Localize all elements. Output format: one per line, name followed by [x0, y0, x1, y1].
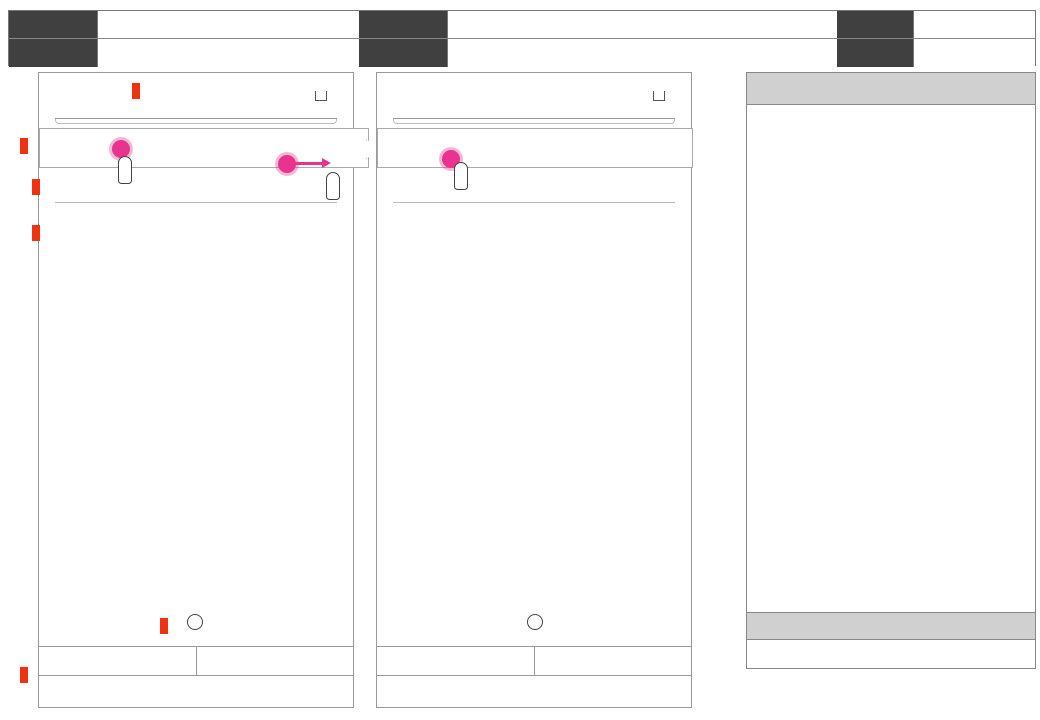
screen-value — [447, 11, 837, 39]
description-title — [747, 73, 1035, 105]
version-label — [9, 39, 97, 67]
path-value — [447, 39, 837, 67]
sort-row — [393, 177, 675, 203]
description-panel — [746, 72, 1036, 669]
swipe-line — [292, 162, 324, 165]
hand-pointer-icon — [454, 162, 468, 190]
brand-list-button[interactable] — [197, 647, 354, 675]
sort-row — [55, 177, 337, 203]
hand-pointer-icon — [118, 156, 132, 184]
swipe-arrow-icon — [322, 158, 331, 168]
tap-indicator — [112, 140, 130, 158]
marker-3-1 — [160, 618, 168, 634]
all-button[interactable] — [377, 677, 691, 707]
marker-4 — [20, 667, 28, 683]
screen-label — [359, 11, 447, 39]
project-value — [97, 11, 359, 39]
hand-pointer-icon — [326, 172, 340, 200]
category-tabs — [377, 128, 693, 168]
marker-2 — [32, 179, 40, 195]
category-tabs — [39, 128, 380, 168]
phone-mockup-left — [38, 72, 380, 708]
brand-list-button[interactable] — [535, 647, 692, 675]
author-label — [837, 39, 913, 67]
more-plus-icon[interactable] — [187, 614, 203, 630]
document-header — [8, 10, 1036, 67]
author-value — [913, 39, 1035, 67]
top-bar — [55, 73, 337, 119]
marker-1 — [20, 138, 28, 154]
more-plus-icon[interactable] — [527, 614, 543, 630]
path-label — [359, 39, 447, 67]
cart-icon[interactable] — [315, 91, 327, 101]
discussion-title — [747, 612, 1035, 640]
marker-3 — [32, 225, 40, 241]
category-list-button[interactable] — [39, 647, 197, 675]
top-bar-underline — [55, 119, 337, 124]
code-value — [913, 11, 1035, 39]
version-value — [97, 39, 359, 67]
bottom-menu — [39, 646, 353, 676]
header-divider — [9, 38, 1035, 39]
swipe-indicator — [278, 155, 296, 173]
phone-mockup-right — [376, 72, 693, 708]
bottom-menu — [377, 646, 691, 676]
project-label — [9, 11, 97, 39]
cart-icon[interactable] — [653, 91, 665, 101]
all-button[interactable] — [39, 677, 353, 707]
category-list-button[interactable] — [377, 647, 535, 675]
top-bar — [393, 73, 675, 119]
code-label — [837, 11, 913, 39]
marker-0 — [132, 83, 140, 99]
top-bar-underline — [393, 119, 675, 124]
